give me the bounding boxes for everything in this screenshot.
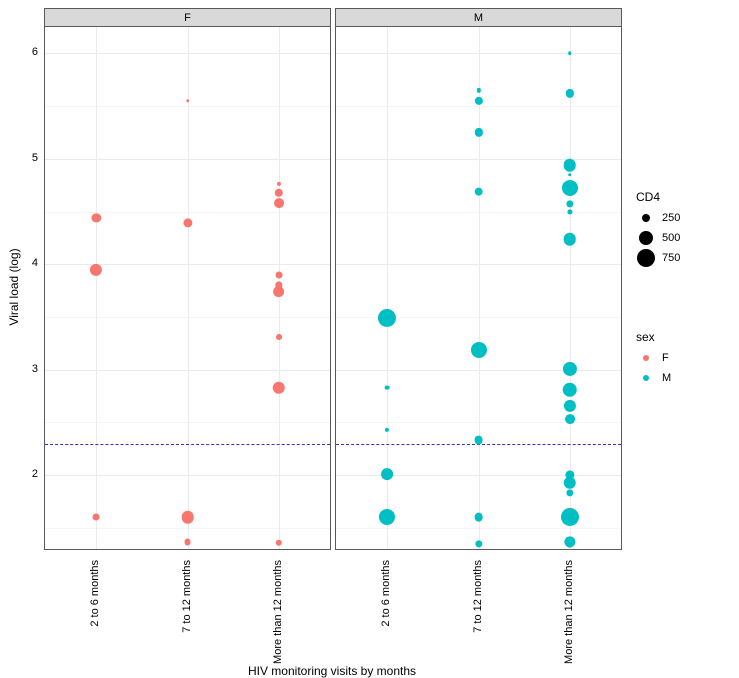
x-tick-label: More than 12 months — [563, 560, 575, 664]
legend-title: sex — [636, 330, 671, 344]
facet-strip-label: F — [184, 12, 191, 24]
data-point — [561, 508, 579, 526]
legend-label: 250 — [662, 212, 680, 224]
gridline-major-v — [96, 27, 97, 549]
legend-item: M — [636, 368, 671, 388]
x-axis-title: HIV monitoring visits by months — [44, 664, 620, 678]
data-point — [563, 362, 577, 376]
legend-title: CD4 — [636, 190, 680, 204]
x-tick-label: 7 to 12 months — [472, 560, 484, 633]
legend-color: sex FM — [636, 330, 671, 388]
data-point — [385, 428, 389, 432]
data-point — [563, 233, 576, 246]
facet-strip: M — [335, 8, 622, 28]
y-tick-label: 3 — [0, 363, 38, 375]
data-point — [566, 89, 574, 97]
legend-label: 500 — [662, 232, 680, 244]
data-point — [92, 213, 101, 222]
data-point — [567, 209, 572, 214]
data-point — [568, 173, 572, 177]
data-point — [568, 52, 572, 56]
legend-color-dot — [643, 355, 649, 361]
data-point — [181, 511, 194, 524]
gridline-major-v — [188, 27, 189, 549]
data-point — [470, 342, 486, 358]
x-tick-label: More than 12 months — [272, 560, 284, 664]
y-tick-label: 4 — [0, 257, 38, 269]
x-tick-label: 7 to 12 months — [181, 560, 193, 633]
data-point — [474, 436, 483, 445]
legend-size-dot — [642, 214, 650, 222]
legend-key — [636, 348, 656, 368]
data-point — [273, 286, 285, 298]
legend-label: F — [662, 352, 669, 364]
data-point — [474, 128, 482, 136]
y-tick-label: 6 — [0, 46, 38, 58]
data-point — [474, 513, 483, 522]
data-point — [277, 182, 281, 186]
legend-color-dot — [643, 375, 649, 381]
reference-hline — [45, 444, 330, 445]
data-point — [563, 476, 576, 489]
x-tick-label: 2 to 6 months — [89, 560, 101, 627]
legend-label: 750 — [662, 252, 680, 264]
data-point — [183, 219, 192, 228]
legend-item: 500 — [636, 228, 680, 248]
legend-size: CD4 250 500 750 — [636, 190, 680, 268]
legend-key — [636, 248, 656, 268]
y-tick-label: 5 — [0, 152, 38, 164]
data-point — [275, 539, 282, 546]
data-point — [274, 188, 282, 196]
legend-size-dot — [637, 249, 655, 267]
x-tick-label: 2 to 6 months — [380, 560, 392, 627]
data-point — [272, 381, 285, 394]
data-point — [565, 414, 575, 424]
data-point — [184, 538, 191, 545]
legend-label: M — [662, 372, 671, 384]
data-point — [475, 540, 482, 547]
data-point — [474, 187, 483, 196]
data-point — [562, 180, 578, 196]
data-point — [381, 468, 393, 480]
data-point — [93, 514, 100, 521]
data-point — [563, 159, 576, 172]
data-point — [186, 99, 190, 103]
data-point — [562, 382, 577, 397]
data-point — [90, 263, 102, 275]
facet-panel — [44, 26, 331, 550]
legend-key — [636, 228, 656, 248]
data-point — [385, 385, 390, 390]
data-point — [564, 399, 576, 411]
data-point — [566, 201, 573, 208]
gridline-major-v — [479, 27, 480, 549]
legend-item: 250 — [636, 208, 680, 228]
y-tick-label: 2 — [0, 468, 38, 480]
data-point — [274, 198, 284, 208]
legend-item: F — [636, 348, 671, 368]
facet-strip-label: M — [474, 12, 483, 24]
data-point — [476, 88, 480, 92]
legend-item: 750 — [636, 248, 680, 268]
data-point — [378, 309, 396, 327]
data-point — [474, 97, 482, 105]
data-point — [276, 334, 282, 340]
data-point — [275, 271, 282, 278]
legend-key — [636, 368, 656, 388]
legend-size-dot — [639, 231, 653, 245]
data-point — [566, 489, 573, 496]
data-point — [566, 542, 573, 549]
data-point — [379, 509, 395, 525]
legend-key — [636, 208, 656, 228]
facet-panel — [335, 26, 622, 550]
facet-strip: F — [44, 8, 331, 28]
faceted-bubble-chart: Viral load (log)HIV monitoring visits by… — [0, 0, 739, 678]
